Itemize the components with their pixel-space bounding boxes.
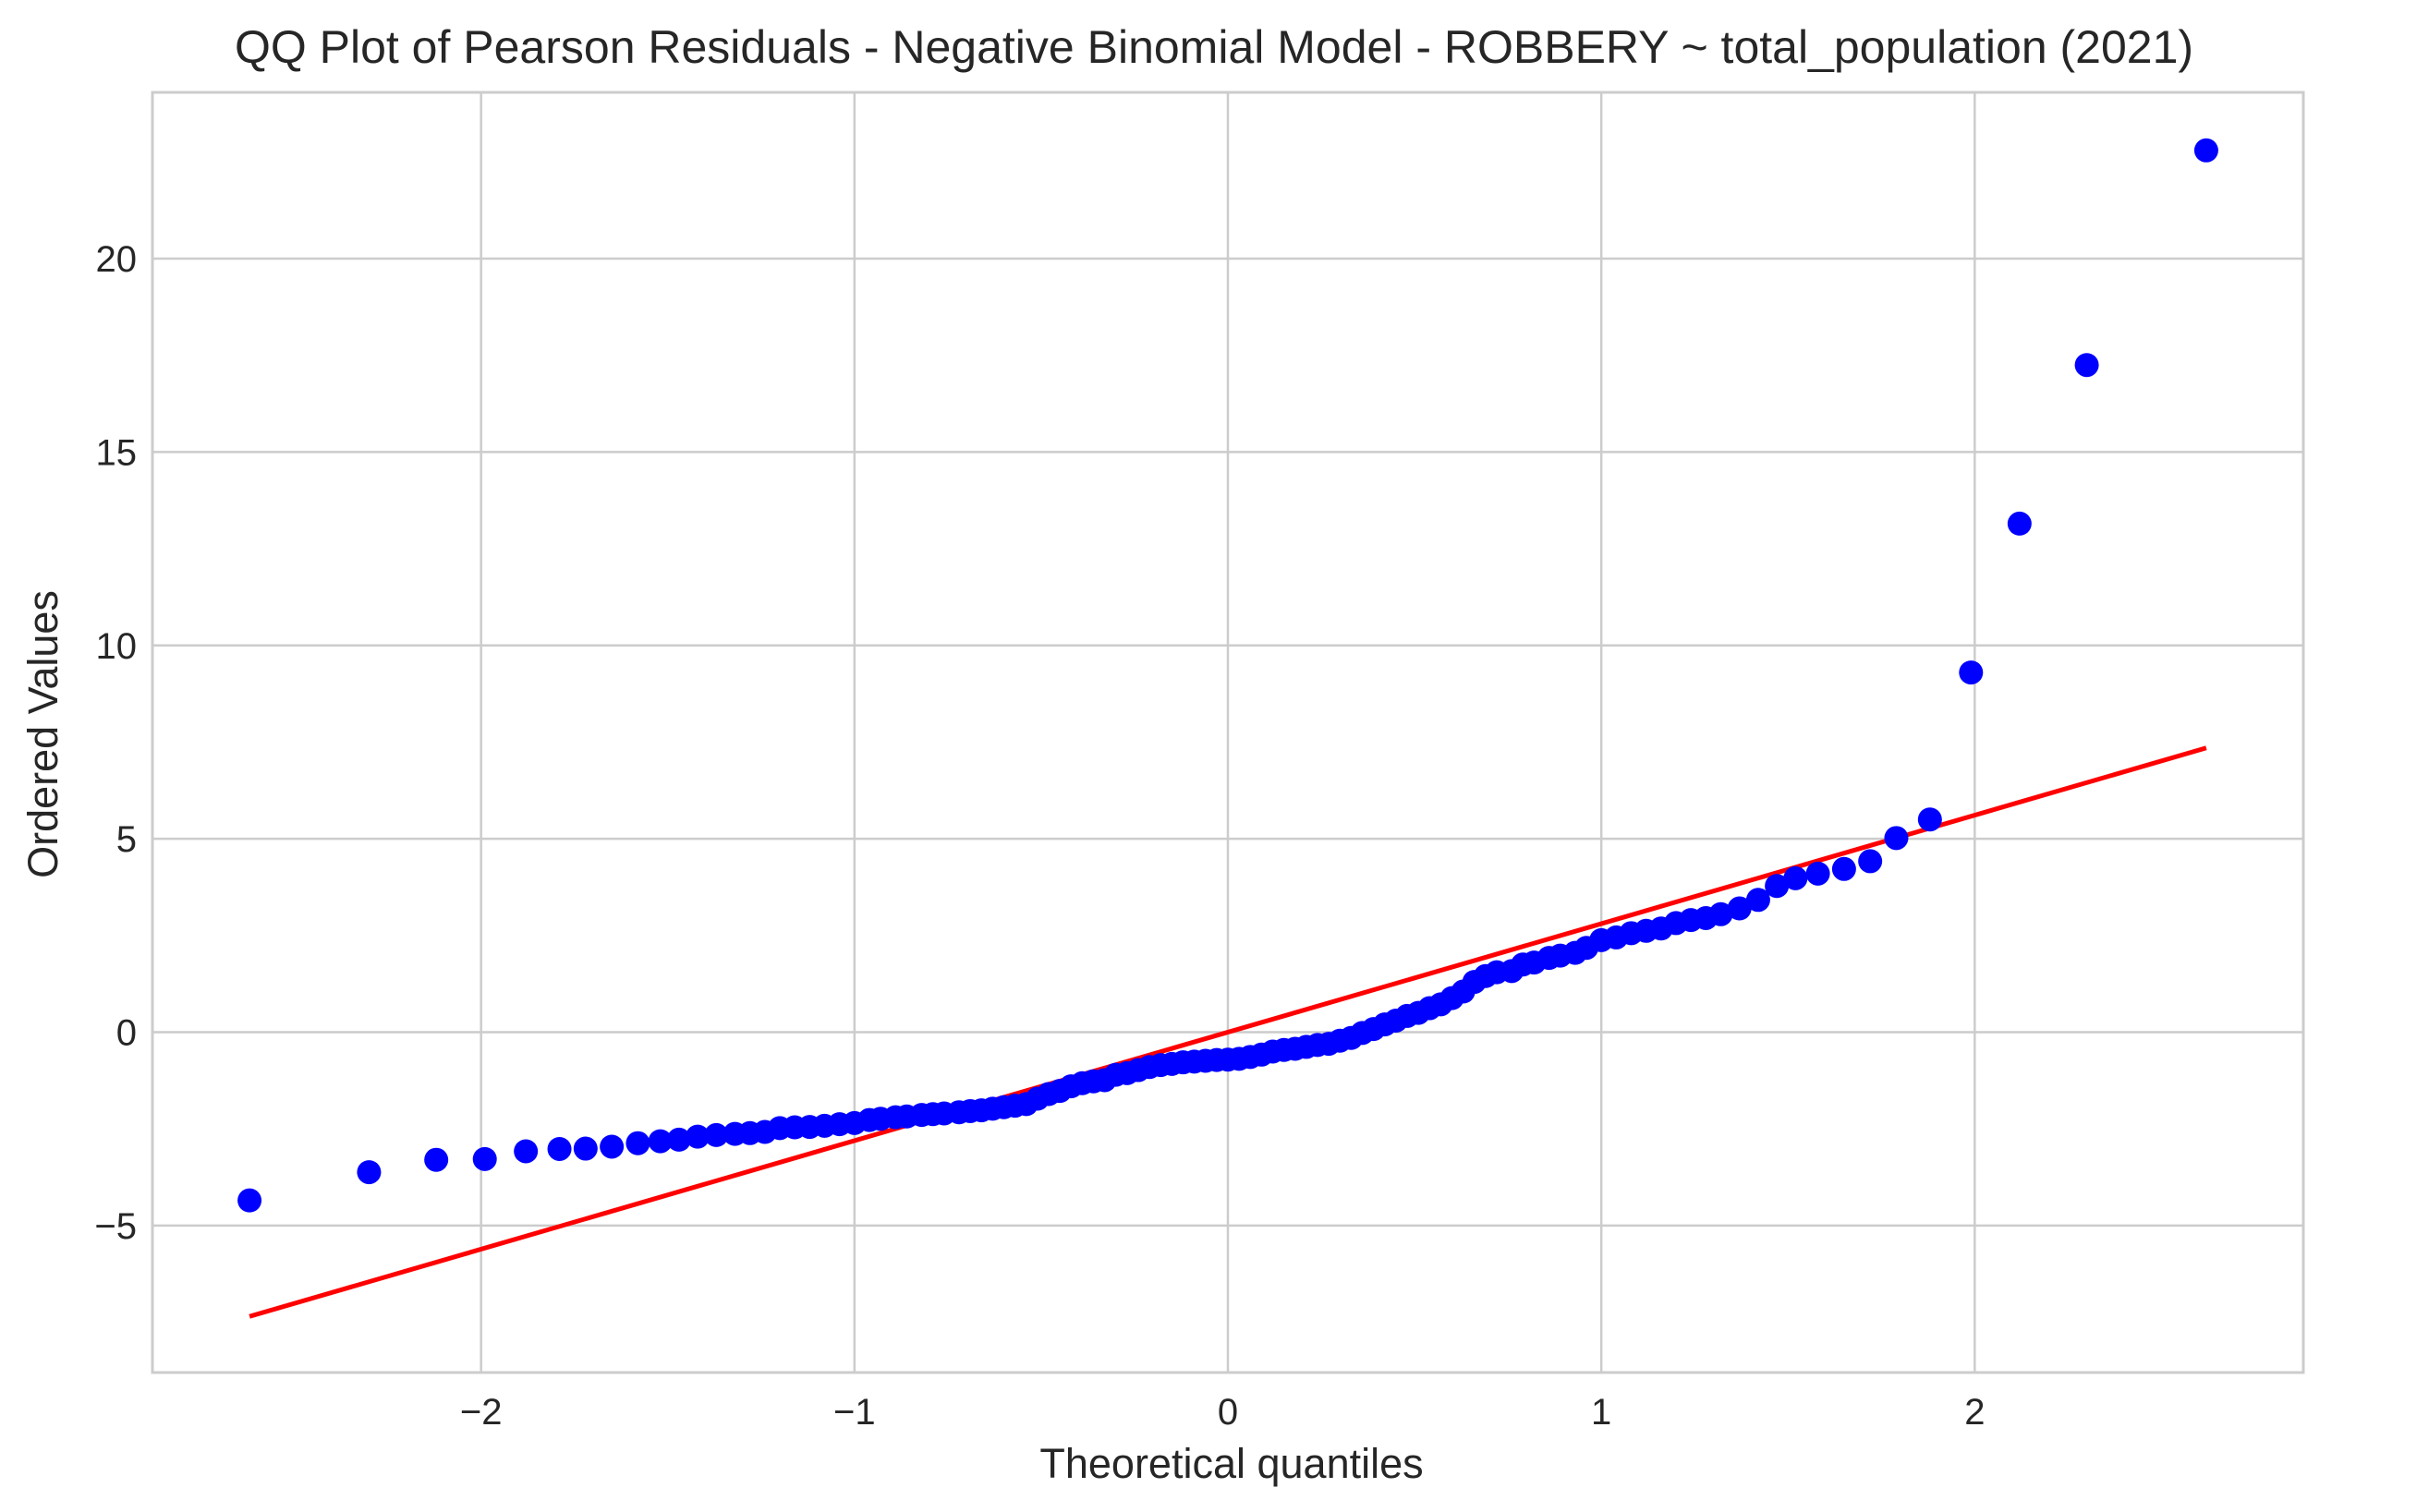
x-tick-label: 2 bbox=[1964, 1392, 1985, 1433]
y-tick-label: 20 bbox=[96, 239, 138, 280]
data-point bbox=[1805, 861, 1830, 886]
data-point bbox=[1959, 660, 1984, 685]
data-point bbox=[1884, 826, 1909, 851]
data-point bbox=[472, 1146, 497, 1171]
y-tick-label: 15 bbox=[96, 432, 138, 473]
x-tick-label: 0 bbox=[1218, 1392, 1238, 1433]
data-point bbox=[625, 1131, 650, 1155]
reference-fit-line bbox=[249, 745, 2207, 1319]
data-point bbox=[600, 1134, 625, 1159]
data-point bbox=[2193, 138, 2218, 163]
data-point bbox=[648, 1129, 673, 1154]
data-point bbox=[2007, 511, 2032, 536]
x-tick-label: −2 bbox=[460, 1392, 503, 1433]
data-point bbox=[1858, 849, 1883, 874]
data-point bbox=[2074, 353, 2099, 378]
data-point bbox=[704, 1122, 729, 1147]
data-points bbox=[237, 138, 2218, 1213]
data-point bbox=[424, 1147, 449, 1172]
data-point bbox=[1831, 856, 1856, 881]
x-gridlines bbox=[480, 92, 1976, 1373]
y-tick-label: 0 bbox=[116, 1013, 137, 1054]
x-tick-labels: −2 −1 0 1 2 bbox=[460, 1392, 1986, 1433]
data-point bbox=[686, 1124, 710, 1149]
y-tick-label: −5 bbox=[94, 1206, 137, 1247]
data-point bbox=[1708, 901, 1733, 926]
data-point bbox=[514, 1139, 539, 1164]
data-point bbox=[1745, 888, 1770, 913]
data-point bbox=[357, 1160, 382, 1185]
data-point bbox=[1727, 896, 1752, 921]
data-point bbox=[547, 1136, 572, 1161]
data-point bbox=[666, 1127, 691, 1152]
y-tick-label: 5 bbox=[116, 819, 137, 860]
x-tick-label: 1 bbox=[1591, 1392, 1611, 1433]
data-point bbox=[1783, 865, 1808, 890]
y-tick-label: 10 bbox=[96, 626, 138, 667]
data-point bbox=[1765, 874, 1790, 899]
data-point bbox=[1917, 807, 1942, 832]
data-point bbox=[237, 1188, 262, 1213]
y-axis-label: Ordered Values bbox=[19, 590, 67, 878]
x-tick-label: −1 bbox=[833, 1392, 876, 1433]
data-point bbox=[573, 1136, 598, 1161]
plot-frame bbox=[151, 91, 2305, 1374]
y-tick-labels: −5 0 5 10 15 20 bbox=[94, 239, 137, 1247]
chart-title: QQ Plot of Pearson Residuals - Negative … bbox=[235, 21, 2193, 73]
x-axis-label: Theoretical quantiles bbox=[1039, 1440, 1423, 1487]
